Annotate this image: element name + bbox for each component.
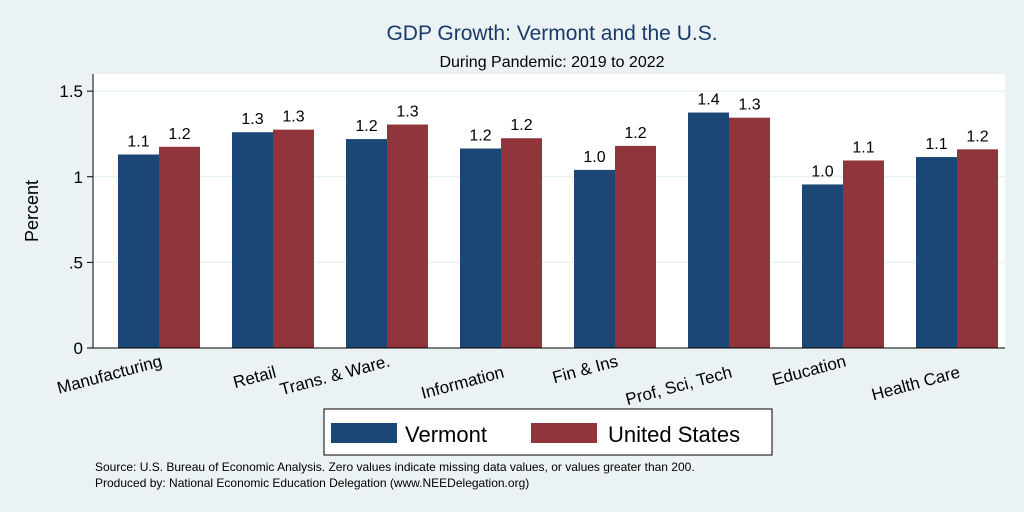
bar-vermont — [916, 157, 957, 348]
bar-united-states — [843, 160, 884, 348]
x-category-label: Information — [419, 363, 506, 403]
legend-swatch-vermont — [331, 423, 397, 443]
bar-united-states — [159, 146, 200, 348]
bar-united-states — [273, 129, 314, 348]
bar-united-states — [615, 145, 656, 348]
bar-vermont — [460, 148, 501, 348]
data-label-united-states: 1.3 — [738, 97, 760, 114]
y-tick-label: 1 — [74, 168, 83, 187]
data-label-vermont: 1.0 — [811, 163, 833, 180]
y-tick-label: 0 — [74, 339, 83, 358]
x-category-label: Fin & Ins — [550, 352, 620, 388]
y-axis-title: Percent — [22, 180, 42, 242]
chart-title: GDP Growth: Vermont and the U.S. — [386, 22, 717, 45]
bars — [118, 112, 998, 348]
bar-vermont — [232, 132, 273, 348]
data-label-united-states: 1.2 — [510, 117, 532, 134]
data-label-vermont: 1.2 — [469, 127, 491, 144]
x-category-label: Prof, Sci, Tech — [624, 363, 734, 410]
bar-vermont — [118, 154, 159, 348]
data-labels: 1.1 1.2 1.3 1.3 1.2 1.3 1.2 1.2 1.0 1.2 1.4 1.3 1.0 1… — [127, 92, 988, 181]
bar-united-states — [501, 138, 542, 348]
data-label-united-states: 1.2 — [168, 126, 190, 143]
data-label-vermont: 1.3 — [241, 111, 263, 128]
y-tick-label: 1.5 — [59, 82, 83, 101]
x-category-label: Trans. & Ware. — [278, 352, 392, 400]
legend: Vermont United States — [323, 408, 773, 456]
y-tick-label: .5 — [69, 253, 83, 272]
bar-united-states — [387, 124, 428, 348]
bar-vermont — [802, 184, 843, 348]
data-label-united-states: 1.1 — [852, 139, 874, 156]
bar-vermont — [574, 169, 615, 348]
data-label-united-states: 1.3 — [282, 109, 304, 126]
x-category-label: Health Care — [869, 363, 962, 405]
x-category-label: Manufacturing — [55, 352, 164, 398]
data-label-vermont: 1.2 — [355, 118, 377, 135]
data-label-united-states: 1.3 — [396, 104, 418, 121]
y-axis-ticks: 0 .5 1 1.5 — [59, 82, 93, 358]
data-label-united-states: 1.2 — [624, 125, 646, 142]
x-category-label: Retail — [231, 363, 278, 393]
x-category-label: Education — [770, 352, 848, 390]
chart-subtitle: During Pandemic: 2019 to 2022 — [439, 54, 664, 71]
x-axis-labels: Manufacturing Retail Trans. & Ware. Informa… — [55, 352, 962, 410]
bar-united-states — [729, 117, 770, 348]
legend-label-united-states: United States — [608, 422, 740, 447]
data-label-vermont: 1.1 — [925, 136, 947, 153]
data-label-vermont: 1.4 — [697, 92, 719, 109]
data-label-vermont: 1.0 — [583, 149, 605, 166]
legend-label-vermont: Vermont — [405, 422, 487, 447]
data-label-united-states: 1.2 — [966, 128, 988, 145]
data-label-vermont: 1.1 — [127, 133, 149, 150]
bar-united-states — [957, 149, 998, 348]
bar-vermont — [688, 112, 729, 348]
source-note: Source: U.S. Bureau of Economic Analysis… — [95, 460, 695, 474]
bar-vermont — [346, 139, 387, 348]
legend-swatch-united-states — [531, 423, 597, 443]
producer-note: Produced by: National Economic Education… — [95, 476, 529, 490]
